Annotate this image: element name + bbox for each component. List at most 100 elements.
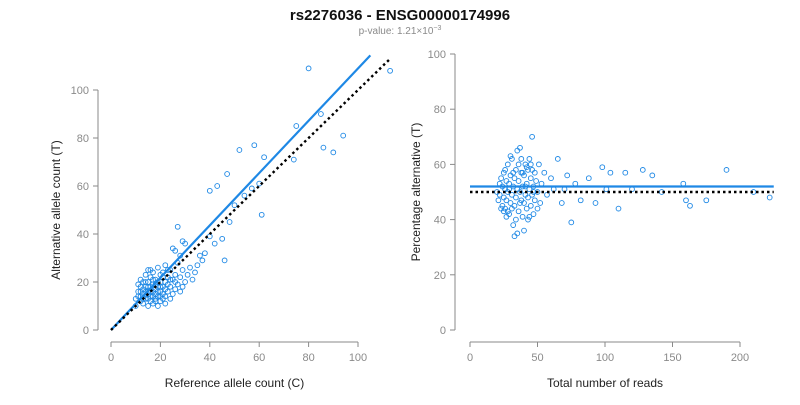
data-point — [150, 293, 156, 300]
data-point — [526, 213, 533, 220]
data-point — [495, 197, 502, 204]
data-point — [523, 164, 530, 171]
data-point — [498, 175, 504, 182]
data-point — [723, 167, 730, 173]
y-tick-label: 0 — [440, 325, 446, 337]
data-point — [534, 189, 541, 195]
data-point — [511, 175, 518, 182]
y-tick-label: 100 — [428, 49, 446, 61]
data-point — [197, 252, 203, 259]
data-point — [147, 267, 154, 273]
fit-line-counts — [110, 54, 372, 331]
data-point — [172, 247, 179, 254]
data-point — [137, 288, 144, 295]
chart-subtitle: p-value: 1.21×10−3 — [359, 25, 442, 37]
data-point — [683, 197, 689, 204]
data-point — [607, 169, 614, 176]
data-point — [162, 300, 169, 307]
data-point — [320, 144, 327, 151]
data-point — [639, 167, 646, 173]
data-point — [318, 111, 324, 117]
chart-title: rs2276036 - ENSG00000174996 — [290, 7, 510, 24]
data-point — [525, 167, 531, 173]
data-point — [515, 161, 522, 168]
x-tick-label: 100 — [349, 352, 367, 364]
data-point — [305, 65, 312, 72]
data-point — [258, 211, 265, 218]
data-point — [558, 200, 565, 206]
data-point — [174, 223, 181, 230]
x-tick-label: 200 — [731, 352, 749, 364]
data-point — [177, 274, 184, 281]
data-point — [511, 233, 518, 240]
data-point — [766, 194, 773, 201]
data-point — [518, 156, 525, 162]
data-point — [622, 169, 629, 176]
data-point — [162, 262, 169, 269]
data-point — [514, 147, 521, 154]
data-point — [226, 219, 233, 225]
data-point — [523, 205, 530, 212]
data-point — [172, 286, 179, 293]
data-point — [541, 169, 548, 176]
y-tick-label: 20 — [77, 277, 89, 289]
data-point — [206, 233, 213, 240]
data-point — [531, 197, 538, 204]
data-point — [155, 264, 161, 271]
data-point — [513, 216, 519, 223]
data-point — [169, 291, 176, 297]
y-tick-label: 20 — [434, 270, 446, 282]
data-point — [157, 283, 164, 290]
data-point — [503, 197, 510, 204]
x-tick-label: 100 — [596, 352, 614, 364]
data-point — [507, 200, 514, 206]
data-point — [142, 279, 149, 285]
data-point — [182, 279, 188, 285]
data-point — [517, 144, 523, 151]
data-point — [548, 175, 554, 182]
data-point — [517, 189, 523, 195]
data-point — [554, 156, 561, 162]
data-point — [179, 283, 186, 290]
y-tick-label: 80 — [434, 104, 446, 116]
y-tick-label: 80 — [77, 133, 89, 145]
data-point — [615, 205, 622, 212]
data-point — [599, 164, 606, 171]
data-point — [509, 156, 515, 162]
data-point — [179, 267, 186, 273]
data-point — [504, 161, 511, 168]
data-point — [251, 142, 258, 149]
data-point — [513, 167, 519, 173]
x-tick-label: 80 — [302, 352, 314, 364]
data-point — [515, 178, 522, 184]
data-point — [219, 235, 226, 242]
y-tick-label: 60 — [434, 159, 446, 171]
data-point — [248, 185, 255, 192]
y-axis-label-percentage: Percentage alternative (T) — [409, 123, 423, 262]
data-point — [503, 178, 510, 184]
y-tick-label: 100 — [71, 85, 89, 97]
data-point — [214, 183, 221, 189]
data-point — [531, 169, 538, 176]
data-point — [536, 161, 542, 168]
x-tick-label: 20 — [154, 352, 166, 364]
data-point — [585, 175, 592, 182]
data-point — [517, 200, 523, 206]
data-point — [177, 288, 184, 295]
x-tick-label: 0 — [467, 352, 473, 364]
data-point — [534, 205, 541, 212]
data-point — [510, 169, 517, 176]
data-point — [192, 269, 198, 276]
data-point — [145, 303, 151, 309]
data-point — [155, 288, 161, 295]
data-point — [206, 187, 213, 194]
data-point — [142, 271, 149, 278]
reference-line-counts — [110, 57, 391, 331]
data-point — [519, 213, 526, 220]
data-point — [167, 283, 174, 290]
data-point — [152, 298, 159, 305]
data-point — [211, 240, 218, 247]
x-tick-label: 150 — [663, 352, 681, 364]
y-tick-label: 60 — [77, 181, 89, 193]
